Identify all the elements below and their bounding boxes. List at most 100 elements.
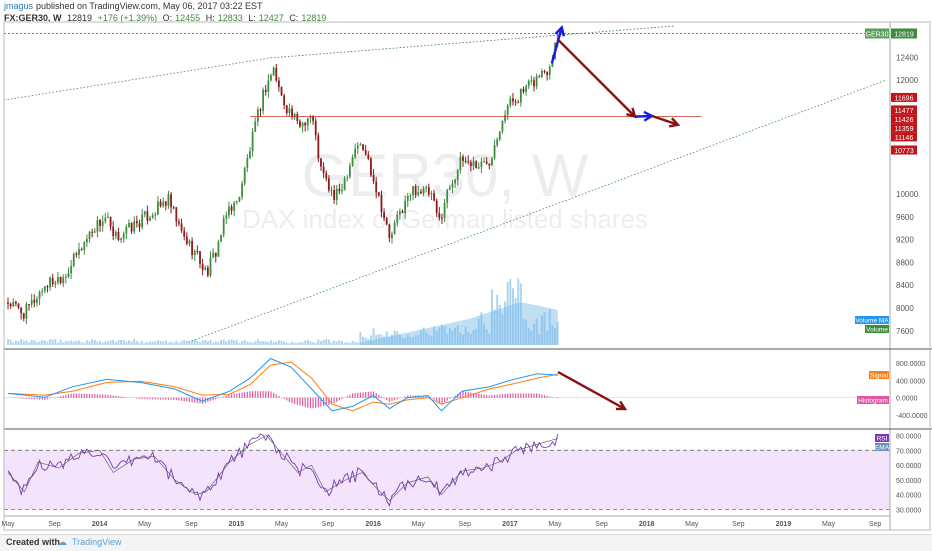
volume-bar <box>548 309 551 345</box>
volume-bar <box>383 336 386 345</box>
candle-body <box>472 161 475 166</box>
volume-bar <box>435 330 438 345</box>
volume-bar <box>80 341 83 345</box>
time-tick-label: Sep <box>732 521 745 528</box>
volume-bar <box>133 339 136 345</box>
macd-pane: 800.0000 400.0000 0.0000 -400.0000 <box>4 357 928 420</box>
volume-bar <box>248 342 251 345</box>
volume-bar <box>72 341 75 345</box>
candle-body <box>391 234 393 238</box>
candle-body <box>527 80 530 87</box>
volume-bar <box>20 339 23 345</box>
volume-bar <box>459 332 462 345</box>
candle-body <box>451 183 454 188</box>
volume-bar <box>296 342 299 345</box>
candle-body <box>330 190 333 192</box>
low-value: 12427 <box>258 13 284 23</box>
blue-arrow-up-1 <box>550 27 563 64</box>
volume-ma-area <box>359 302 558 345</box>
volume-bar <box>164 340 167 345</box>
red-arrow-down-1 <box>556 38 636 118</box>
price-tick-label: 12000 <box>896 76 919 85</box>
candle-body <box>130 222 133 232</box>
candle-body <box>154 214 157 216</box>
volume-bar <box>477 318 480 345</box>
candle-body <box>46 286 49 288</box>
candle-body <box>180 223 183 231</box>
volume-bar <box>46 341 49 345</box>
volume-bar <box>533 323 536 345</box>
volume-bar <box>430 336 433 345</box>
candle-body <box>199 251 201 264</box>
candle-body <box>288 108 291 113</box>
rsi-legend-label: RSI <box>877 436 888 443</box>
volume-bar <box>201 340 204 345</box>
volume-bar <box>517 278 520 345</box>
volume-bar <box>138 342 141 345</box>
volume-bar <box>214 341 217 345</box>
candle-body <box>38 292 41 299</box>
volume-bar <box>275 341 278 345</box>
candle-body <box>398 211 401 215</box>
volume-bar <box>206 341 209 345</box>
time-tick-label: Sep <box>869 521 882 528</box>
volume-bar <box>70 340 73 345</box>
candle-body <box>22 313 25 319</box>
volume-legend-label: Volume <box>866 327 888 334</box>
volume-bar <box>270 340 273 345</box>
volume-bar <box>83 342 86 345</box>
candle-body <box>267 80 270 92</box>
level-tag-label: 11359 <box>895 126 914 133</box>
rsi-tick-label: 60.0000 <box>896 463 921 470</box>
volume-bar <box>511 288 514 345</box>
candle-body <box>217 241 220 257</box>
volume-bar <box>343 342 346 345</box>
candle-body <box>83 242 86 251</box>
volume-bar <box>120 340 123 345</box>
candle-body <box>356 145 359 149</box>
candle-body <box>433 193 435 201</box>
candle-body <box>80 249 83 251</box>
volume-bar <box>170 341 173 345</box>
time-tick-label: 2019 <box>776 521 792 528</box>
candle-body <box>275 67 278 81</box>
volume-bar <box>114 342 117 345</box>
candle-body <box>443 202 446 219</box>
candle-body <box>396 214 399 224</box>
candle-body <box>467 161 470 163</box>
candle-body <box>483 161 485 163</box>
candle-body <box>488 163 491 166</box>
candle-body <box>417 191 420 196</box>
candle-body <box>320 158 322 167</box>
candle-body <box>41 290 44 293</box>
volume-bar <box>35 342 38 345</box>
volume-bar <box>388 336 391 345</box>
volume-bar <box>464 326 467 345</box>
candle-body <box>164 201 167 206</box>
level-tag-label: 11426 <box>895 117 914 124</box>
volume-bar <box>127 340 130 345</box>
volume-bar <box>51 339 54 345</box>
candle-body <box>283 95 286 106</box>
candle-body <box>135 221 138 224</box>
candle-body <box>359 144 362 146</box>
candle-body <box>96 220 99 232</box>
volume-bar <box>162 341 165 345</box>
candle-body <box>372 175 375 182</box>
candle-body <box>272 67 275 76</box>
candle-body <box>178 221 180 224</box>
volume-bar <box>425 332 428 345</box>
volume-bar <box>438 327 441 345</box>
candle-body <box>188 240 191 244</box>
volume-bar <box>348 342 351 345</box>
author-link[interactable]: jmagus <box>4 1 34 11</box>
candle-body <box>28 304 30 306</box>
chart-canvas[interactable]: GER30, W DAX index of German listed shar… <box>0 0 932 532</box>
volume-bar <box>177 342 180 345</box>
volume-bar <box>33 340 36 345</box>
volume-bar <box>409 336 412 345</box>
volume-bar <box>62 342 65 345</box>
candle-body <box>183 230 186 237</box>
ema-legend-label: EMA <box>875 445 890 452</box>
candle-body <box>264 89 267 92</box>
